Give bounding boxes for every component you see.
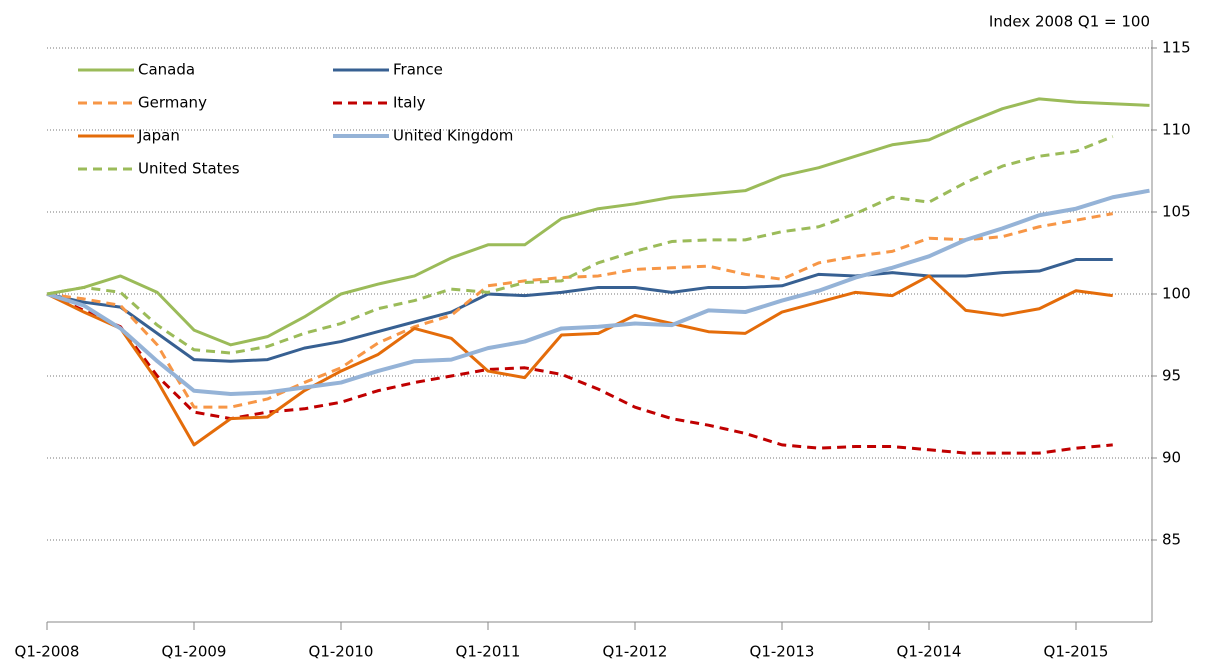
legend-label: United Kingdom	[393, 127, 513, 145]
legend-label: Canada	[138, 61, 195, 79]
series-line	[46, 258, 1113, 363]
chart-title: Index 2008 Q1 = 100	[989, 13, 1150, 31]
x-tick-label: Q1-2012	[603, 643, 668, 661]
series-line	[46, 274, 1113, 447]
x-tick-label: Q1-2009	[162, 643, 227, 661]
series-line	[46, 292, 1113, 455]
y-tick-label: 100	[1162, 285, 1191, 303]
series-line	[46, 188, 1150, 397]
y-tick-label: 105	[1162, 203, 1191, 221]
x-tick-label: Q1-2010	[309, 643, 374, 661]
legend-label: United States	[138, 160, 240, 178]
y-tick-label: 85	[1162, 531, 1181, 549]
x-tick-label: Q1-2013	[750, 643, 815, 661]
legend-label: Germany	[138, 94, 207, 112]
x-tick-label: Q1-2015	[1044, 643, 1109, 661]
series-line	[46, 97, 1150, 347]
y-tick-label: 95	[1162, 367, 1181, 385]
legend-label: France	[393, 61, 443, 79]
x-tick-label: Q1-2008	[15, 643, 80, 661]
y-tick-label: 115	[1162, 39, 1191, 57]
x-tick-label: Q1-2014	[897, 643, 962, 661]
legend-label: Japan	[137, 127, 180, 145]
series-line	[46, 135, 1114, 355]
x-tick-label: Q1-2011	[456, 643, 521, 661]
y-tick-label: 110	[1162, 121, 1191, 139]
legend-label: Italy	[393, 94, 426, 112]
y-tick-label: 90	[1162, 449, 1181, 467]
series-line	[46, 212, 1114, 409]
